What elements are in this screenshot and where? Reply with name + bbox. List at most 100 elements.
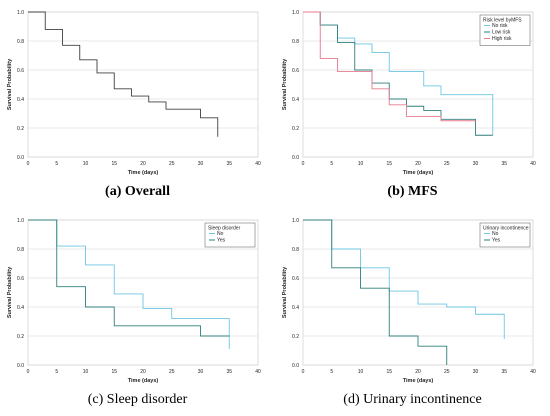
y-tick-label: 1.0 xyxy=(17,10,24,16)
panel-caption: (a) Overall xyxy=(0,184,275,200)
series-line xyxy=(28,219,230,337)
x-tick-label: 15 xyxy=(111,369,117,375)
chart-panel: 0.0 0.2 0.4 0.6 0.8 1.0 0 5 10 15 20 25 30 35 40 Time (… xyxy=(0,0,275,208)
legend-entry: No xyxy=(217,231,224,237)
x-axis-title: Time (days) xyxy=(403,378,434,384)
panel-caption: (c) Sleep disorder xyxy=(0,392,275,408)
x-tick-label: 20 xyxy=(415,161,421,167)
y-tick-label: 0.2 xyxy=(292,334,299,340)
x-tick-label: 5 xyxy=(330,369,333,375)
x-tick-label: 40 xyxy=(530,161,536,167)
x-tick-label: 0 xyxy=(302,369,305,375)
x-axis-title: Time (days) xyxy=(128,170,159,176)
chart-panel: 0.0 0.2 0.4 0.6 0.8 1.0 0 5 10 15 20 25 30 35 40 Time (… xyxy=(275,0,550,208)
caption-letter: (a) xyxy=(105,184,122,199)
x-tick-label: 35 xyxy=(501,369,507,375)
x-tick-label: 20 xyxy=(415,369,421,375)
y-tick-label: 0.8 xyxy=(17,247,24,253)
y-tick-label: 0.4 xyxy=(17,305,24,311)
caption-text: Urinary incontinence xyxy=(363,392,482,407)
y-tick-label: 0.6 xyxy=(17,68,24,74)
chart-svg: 0.0 0.2 0.4 0.6 0.8 1.0 0 5 10 15 20 25 30 35 40 Time (… xyxy=(7,218,261,384)
panel-caption: (d) Urinary incontinence xyxy=(275,392,550,408)
y-tick-label: 0.6 xyxy=(17,276,24,282)
y-axis-title: Survival Probability xyxy=(282,58,288,110)
y-tick-label: 0.4 xyxy=(292,97,299,103)
y-tick-label: 0.0 xyxy=(17,363,24,369)
chart-svg: 0.0 0.2 0.4 0.6 0.8 1.0 0 5 10 15 20 25 30 35 40 Time (… xyxy=(282,218,536,384)
legend-entry: Yes xyxy=(492,238,501,244)
x-tick-label: 25 xyxy=(444,161,450,167)
panel-caption: (b) MFS xyxy=(275,184,550,200)
x-tick-label: 5 xyxy=(330,161,333,167)
x-tick-label: 15 xyxy=(386,161,392,167)
y-tick-label: 0.8 xyxy=(292,247,299,253)
chart-svg: 0.0 0.2 0.4 0.6 0.8 1.0 0 5 10 15 20 25 30 35 40 Time (… xyxy=(7,10,261,176)
x-tick-label: 10 xyxy=(83,161,89,167)
y-tick-label: 0.4 xyxy=(292,305,299,311)
chart-panel: 0.0 0.2 0.4 0.6 0.8 1.0 0 5 10 15 20 25 30 35 40 Time (… xyxy=(0,208,275,416)
y-tick-label: 0.6 xyxy=(292,68,299,74)
legend-title: Urinary incontinence xyxy=(483,226,529,232)
legend-entry: High risk xyxy=(492,36,512,42)
x-tick-label: 25 xyxy=(169,161,175,167)
caption-letter: (c) xyxy=(87,392,104,407)
x-tick-label: 0 xyxy=(27,161,30,167)
x-tick-label: 0 xyxy=(27,369,30,375)
x-tick-label: 35 xyxy=(226,369,232,375)
y-axis-title: Survival Probability xyxy=(7,58,13,110)
x-tick-label: 5 xyxy=(55,369,58,375)
caption-text: Sleep disorder xyxy=(106,392,188,407)
caption-letter: (b) xyxy=(387,184,405,199)
legend-title: Risk level byMFS xyxy=(483,18,522,24)
x-tick-label: 30 xyxy=(198,369,204,375)
chart-panel: 0.0 0.2 0.4 0.6 0.8 1.0 0 5 10 15 20 25 30 35 40 Time (… xyxy=(275,208,550,416)
x-tick-label: 40 xyxy=(255,161,261,167)
series-line xyxy=(303,11,476,122)
legend-box xyxy=(479,222,531,248)
x-tick-label: 25 xyxy=(444,369,450,375)
y-tick-label: 0.2 xyxy=(292,126,299,132)
legend-box xyxy=(204,222,256,248)
x-tick-label: 25 xyxy=(169,369,175,375)
legend-box xyxy=(479,14,531,46)
y-tick-label: 0.8 xyxy=(17,39,24,45)
x-tick-label: 10 xyxy=(358,369,364,375)
caption-text: Overall xyxy=(124,184,170,199)
caption-letter: (d) xyxy=(343,392,360,407)
x-tick-label: 10 xyxy=(358,161,364,167)
x-tick-label: 30 xyxy=(473,369,479,375)
series-line xyxy=(303,219,505,339)
series-line xyxy=(28,11,219,137)
legend-entry: No xyxy=(492,231,499,237)
x-tick-label: 15 xyxy=(386,369,392,375)
x-tick-label: 0 xyxy=(302,161,305,167)
y-tick-label: 0.4 xyxy=(17,97,24,103)
y-axis-title: Survival Probability xyxy=(282,266,288,318)
legend-title: Sleep disorder xyxy=(208,226,241,232)
x-tick-label: 15 xyxy=(111,161,117,167)
x-tick-label: 35 xyxy=(501,161,507,167)
y-tick-label: 0.0 xyxy=(17,155,24,161)
x-tick-label: 30 xyxy=(473,161,479,167)
legend-entry: Yes xyxy=(217,238,226,244)
y-tick-label: 0.2 xyxy=(17,334,24,340)
x-tick-label: 40 xyxy=(255,369,261,375)
y-tick-label: 1.0 xyxy=(292,218,299,224)
plot-area xyxy=(27,11,259,158)
x-tick-label: 40 xyxy=(530,369,536,375)
legend-entry: Low risk xyxy=(492,30,511,36)
legend-entry: No risk xyxy=(492,23,508,29)
x-tick-label: 35 xyxy=(226,161,232,167)
chart-svg: 0.0 0.2 0.4 0.6 0.8 1.0 0 5 10 15 20 25 30 35 40 Time (… xyxy=(282,10,536,176)
x-tick-label: 20 xyxy=(140,161,146,167)
y-tick-label: 1.0 xyxy=(17,218,24,224)
x-axis-title: Time (days) xyxy=(128,378,159,384)
y-axis-title: Survival Probability xyxy=(7,266,13,318)
x-tick-label: 20 xyxy=(140,369,146,375)
x-tick-label: 5 xyxy=(55,161,58,167)
series-line xyxy=(303,219,448,365)
